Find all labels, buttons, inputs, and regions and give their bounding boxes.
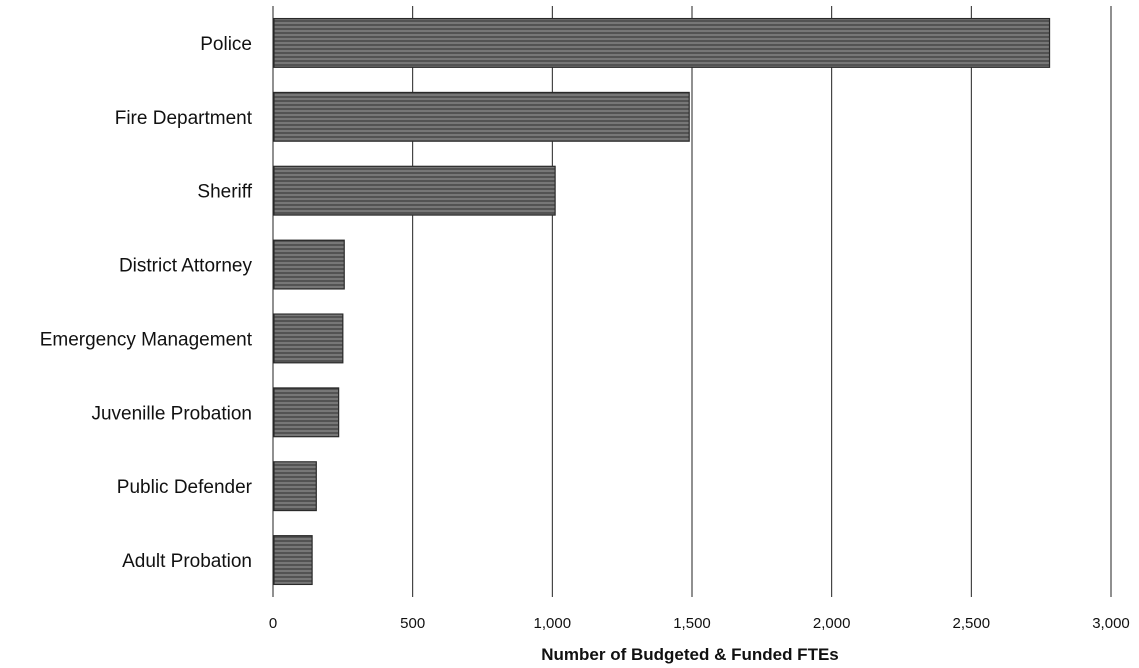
x-tick-label: 2,500 <box>953 615 991 632</box>
bar <box>273 239 345 290</box>
x-tick-label: 1,500 <box>673 615 711 632</box>
bar <box>273 313 344 364</box>
x-tick-label: 3,000 <box>1092 615 1130 632</box>
category-label: District Attorney <box>119 256 253 277</box>
x-tick-label: 2,000 <box>813 615 851 632</box>
x-axis-title: Number of Budgeted & Funded FTEs <box>541 645 839 664</box>
bars <box>273 17 1051 586</box>
category-label: Police <box>200 34 252 55</box>
bar <box>273 17 1051 68</box>
category-label: Adult Probation <box>122 551 252 572</box>
category-label: Sheriff <box>197 182 252 203</box>
x-tick-label: 500 <box>400 615 425 632</box>
bar <box>273 387 340 438</box>
bar <box>273 535 313 586</box>
category-labels: Police Fire Department Sheriff District Att… <box>40 34 253 572</box>
category-label: Emergency Management <box>40 329 253 350</box>
bar <box>273 165 556 216</box>
bar <box>273 461 317 512</box>
category-label: Juvenille Probation <box>91 403 252 424</box>
x-tick-labels: 0 500 1,000 1,500 2,000 2,500 3,000 <box>269 615 1130 632</box>
bar <box>273 91 690 142</box>
x-tick-label: 0 <box>269 615 277 632</box>
category-label: Public Defender <box>117 477 253 498</box>
x-tick-label: 1,000 <box>534 615 572 632</box>
category-label: Fire Department <box>115 108 253 129</box>
